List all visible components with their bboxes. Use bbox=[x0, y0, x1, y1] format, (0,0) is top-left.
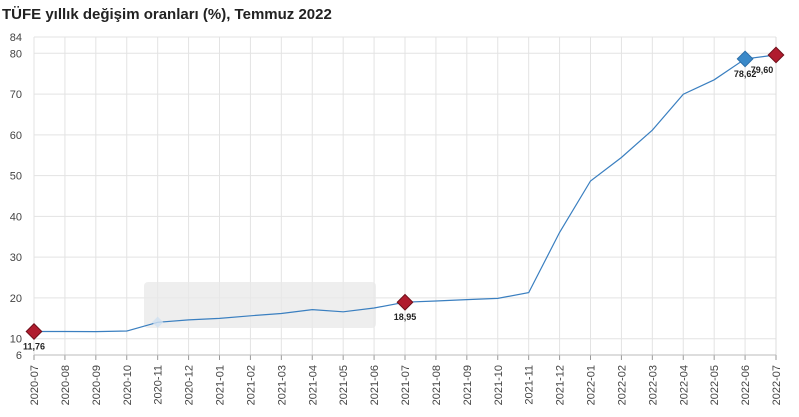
x-tick-label: 2022-01 bbox=[586, 365, 598, 405]
y-tick-label: 20 bbox=[10, 293, 22, 305]
y-tick-label: 10 bbox=[10, 334, 22, 346]
x-tick-label: 2020-10 bbox=[122, 365, 134, 405]
data-point-marker bbox=[767, 46, 785, 64]
x-tick-label: 2020-11 bbox=[153, 365, 165, 405]
y-tick-label: 6 bbox=[16, 350, 22, 362]
data-label: 79,60 bbox=[751, 65, 774, 75]
faded-point-marker bbox=[152, 316, 164, 328]
x-tick-label: 2020-12 bbox=[184, 365, 196, 405]
data-point-marker bbox=[736, 50, 754, 68]
x-tick-label: 2020-07 bbox=[29, 365, 41, 405]
x-tick-label: 2020-08 bbox=[60, 365, 72, 405]
y-tick-label: 80 bbox=[10, 48, 22, 60]
x-tick-label: 2022-06 bbox=[740, 365, 752, 405]
data-point-marker bbox=[396, 293, 414, 311]
y-tick-label: 70 bbox=[10, 89, 22, 101]
x-tick-label: 2022-07 bbox=[771, 365, 783, 405]
x-tick-label: 2021-10 bbox=[493, 365, 505, 405]
y-tick-label: 40 bbox=[10, 211, 22, 223]
x-tick-label: 2021-11 bbox=[524, 365, 536, 405]
x-tick-label: 2021-08 bbox=[431, 365, 443, 405]
x-tick-label: 2021-07 bbox=[400, 365, 412, 405]
x-tick-label: 2020-09 bbox=[91, 365, 103, 405]
x-tick-label: 2021-06 bbox=[369, 365, 381, 405]
y-tick-label: 50 bbox=[10, 171, 22, 183]
x-tick-label: 2021-04 bbox=[307, 365, 319, 405]
x-tick-label: 2022-02 bbox=[616, 365, 628, 405]
y-tick-label: 84 bbox=[10, 32, 22, 44]
x-tick-label: 2021-12 bbox=[555, 365, 567, 405]
x-tick-label: 2021-02 bbox=[245, 365, 257, 405]
x-tick-label: 2021-03 bbox=[276, 365, 288, 405]
x-tick-label: 2022-03 bbox=[647, 365, 659, 405]
y-tick-label: 60 bbox=[10, 130, 22, 142]
y-axis: 6 10 20 30 40 50 60 70 80 84 bbox=[10, 32, 22, 362]
y-tick-label: 30 bbox=[10, 252, 22, 264]
data-label: 78,62 bbox=[734, 69, 757, 79]
data-label: 11,76 bbox=[23, 342, 45, 352]
x-tick-label: 2021-05 bbox=[338, 365, 350, 405]
data-point-marker bbox=[25, 323, 43, 341]
data-label: 18,95 bbox=[394, 312, 417, 322]
x-tick-label: 2021-09 bbox=[462, 365, 474, 405]
x-tick-label: 2022-05 bbox=[709, 365, 721, 405]
x-axis: 2020-07 2020-08 2020-09 2020-10 2020-11 2020-… bbox=[29, 354, 783, 405]
x-tick-label: 2021-01 bbox=[215, 365, 227, 405]
chart-title: TÜFE yıllık değişim oranları (%), Temmuz… bbox=[2, 6, 332, 23]
selection-overlay bbox=[144, 282, 376, 328]
x-tick-label: 2022-04 bbox=[678, 365, 690, 405]
